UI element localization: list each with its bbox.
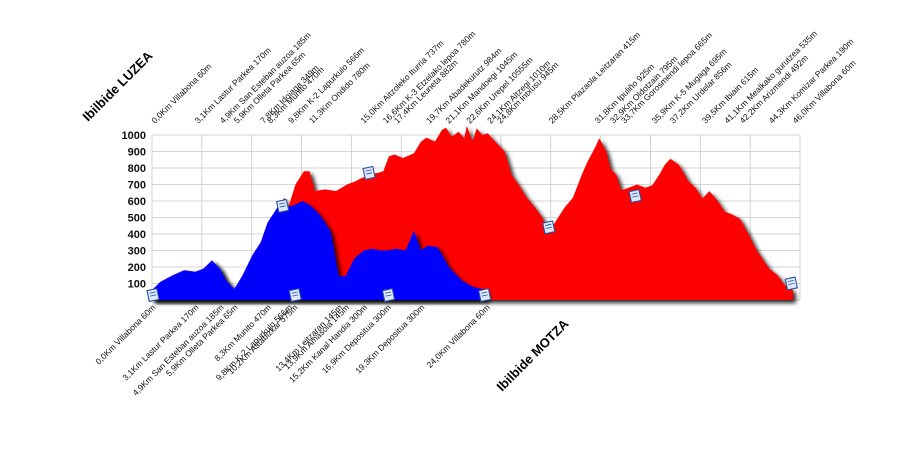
y-tick-label: 900: [128, 147, 146, 159]
y-tick-label: 300: [128, 246, 146, 258]
waypoint-marker-icon: [275, 198, 290, 214]
waypoint-marker-icon: [478, 287, 492, 303]
y-axis-ticks: 100 200 300 400 500 600 700 800 900 1000: [122, 130, 146, 291]
long-route-waypoint-label: 32,9Km Oldotzain 795m: [608, 54, 680, 126]
y-tick-label: 200: [128, 262, 146, 274]
waypoint-markers: [146, 165, 798, 303]
short-route-area: [152, 201, 487, 300]
y-tick-label: 800: [128, 163, 146, 175]
y-tick-label: 100: [128, 279, 146, 291]
short-route-label: Ibilbide MOTZA: [494, 316, 572, 394]
y-tick-label: 700: [128, 180, 146, 192]
waypoint-marker-icon: [542, 220, 556, 235]
waypoint-marker-icon: [288, 287, 302, 303]
y-tick-label: 1000: [122, 130, 146, 142]
waypoint-marker-icon: [146, 287, 160, 303]
waypoint-marker-icon: [628, 188, 642, 204]
long-route-label: Ibilbide LUZEA: [80, 48, 156, 124]
waypoint-marker-icon: [362, 165, 376, 181]
waypoint-marker-icon: [381, 287, 396, 303]
y-tick-label: 400: [128, 229, 146, 241]
waypoint-marker-icon: [784, 276, 798, 291]
short-route-waypoint-label: 24,0Km Villabona 60m: [424, 302, 491, 369]
y-tick-label: 600: [128, 196, 146, 208]
y-tick-label: 500: [128, 213, 146, 225]
chart-areas: [152, 125, 793, 301]
